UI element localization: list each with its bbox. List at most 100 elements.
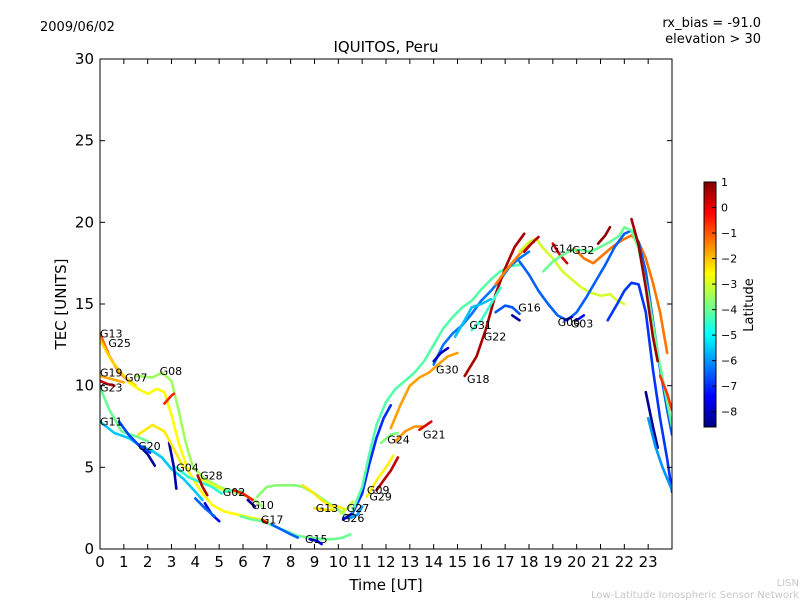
series-line-g-red1 xyxy=(196,474,209,497)
colorbar-tick-label: −4 xyxy=(721,304,737,317)
colorbar-label: Latitude xyxy=(742,278,757,332)
series-label-g07: G07 xyxy=(125,372,148,385)
x-tick-label: 13 xyxy=(400,553,419,571)
series-line-g-blue4 xyxy=(194,497,216,518)
series-label-g20: G20 xyxy=(138,440,161,453)
series-line-g32 xyxy=(573,234,669,355)
series-label-g21: G21 xyxy=(423,429,446,442)
series-line-g14 xyxy=(551,242,569,265)
series-label-g30: G30 xyxy=(436,363,459,376)
series-line-g-cyan-last xyxy=(646,417,672,492)
series-line-g11b xyxy=(100,386,149,443)
series-label-g15: G15 xyxy=(305,533,328,546)
y-tick-label: 10 xyxy=(75,377,94,395)
series-line-g-orange-last xyxy=(658,374,672,412)
colorbar-tick-label: −3 xyxy=(721,278,737,291)
series-line-g10 xyxy=(246,498,257,508)
x-tick-label: 2 xyxy=(143,553,153,571)
footer-credit: LISN Low-Latitude Ionospheric Sensor Net… xyxy=(591,578,799,601)
series-line-g-blue-mid xyxy=(341,511,354,521)
x-tick-label: 8 xyxy=(286,553,296,571)
series-label-g10: G10 xyxy=(251,499,274,512)
x-tick-label: 6 xyxy=(238,553,248,571)
x-tick-label: 14 xyxy=(424,553,443,571)
series-line-g-darkblue-last xyxy=(644,390,659,449)
series-label-g28: G28 xyxy=(200,470,223,483)
x-tick-label: 17 xyxy=(496,553,515,571)
series-line-g-red-peak2 xyxy=(522,235,540,253)
x-tick-label: 12 xyxy=(376,553,395,571)
series-line-g02b xyxy=(232,488,254,502)
y-tick-label: 20 xyxy=(75,213,94,231)
series-label-g19: G19 xyxy=(100,367,123,380)
x-tick-label: 23 xyxy=(639,553,658,571)
elevation-label: elevation > 30 xyxy=(665,32,761,47)
x-tick-label: 9 xyxy=(310,553,320,571)
series-label-g32: G32 xyxy=(572,244,595,257)
series-line-g17 xyxy=(239,515,352,541)
x-tick-label: 16 xyxy=(472,553,491,571)
series-label-g24: G24 xyxy=(387,434,410,447)
series-line-g29 xyxy=(365,454,395,498)
series-label-g13: G13 xyxy=(316,502,339,515)
x-tick-label: 21 xyxy=(591,553,610,571)
series-line-g-yel1 xyxy=(136,423,185,469)
x-tick-label: 15 xyxy=(448,553,467,571)
y-tick-label: 30 xyxy=(75,50,94,68)
series-label-g06: G06 xyxy=(558,316,581,329)
series-label-g17: G17 xyxy=(261,514,284,527)
series-line-g19 xyxy=(100,374,126,384)
series-line-g27 xyxy=(339,500,354,515)
colorbar-tick-label: −1 xyxy=(721,227,737,240)
x-tick-label: 3 xyxy=(167,553,177,571)
series-line-g24 xyxy=(379,431,400,445)
date-label: 2009/06/02 xyxy=(40,20,115,35)
series-line-g-yel-rise xyxy=(389,351,459,430)
series-line-g17b xyxy=(260,518,269,525)
series-label-g09: G09 xyxy=(367,484,390,497)
y-tick-label: 5 xyxy=(84,458,94,476)
footer-line2: Low-Latitude Ionospheric Sensor Network xyxy=(591,590,799,600)
series-label-g02: G02 xyxy=(223,486,246,499)
series-line-g22 xyxy=(470,286,502,332)
series-label-g31: G31 xyxy=(469,319,492,332)
series-line-g-blue-last xyxy=(606,281,672,494)
series-line-g03 xyxy=(575,314,586,322)
series-line-g09 xyxy=(351,404,393,515)
series-line-g31 xyxy=(453,297,493,338)
series-line-g25 xyxy=(100,338,138,387)
x-tick-label: 5 xyxy=(214,553,224,571)
series-line-g15 xyxy=(308,537,323,546)
series-line-g21 xyxy=(418,420,433,432)
series-layer xyxy=(100,217,672,546)
series-line-g-cyan1 xyxy=(270,523,300,539)
series-line-g13b xyxy=(313,506,335,512)
series-label-g14: G14 xyxy=(550,242,573,255)
colorbar-tick-label: −6 xyxy=(721,355,737,368)
series-line-g07 xyxy=(127,381,269,523)
series-line-g-blue1 xyxy=(117,420,152,454)
rx-bias-label: rx_bias = -91.0 xyxy=(662,16,761,31)
x-tick-label: 7 xyxy=(262,553,272,571)
axis-ticks: 0 1 2 3 4 5 6 7 8 9 10 11 12 13 14 15 16 17 18 19 20 21 22 2305… xyxy=(75,50,672,571)
series-line-g24b xyxy=(394,425,426,443)
colorbar-tick-label: 1 xyxy=(721,176,728,189)
x-tick-label: 18 xyxy=(519,553,538,571)
x-tick-label: 0 xyxy=(95,553,105,571)
series-label-g26: G26 xyxy=(342,512,365,525)
colorbar-tick-label: 0 xyxy=(721,202,728,215)
series-label-g08: G08 xyxy=(160,365,183,378)
x-tick-label: 4 xyxy=(191,553,201,571)
series-label-g29: G29 xyxy=(369,491,392,504)
colorbar-tick-label: −7 xyxy=(721,380,737,393)
colorbar-ticks: 1 0 −1 −2 −3 −4 −5 −6 −7 −8 xyxy=(712,176,737,419)
colorbar xyxy=(703,181,717,428)
series-line-g29b xyxy=(375,456,400,492)
chart-title: IQUITOS, Peru xyxy=(333,38,438,56)
series-label-g25: G25 xyxy=(108,337,131,350)
x-tick-label: 1 xyxy=(119,553,129,571)
series-label-g11: G11 xyxy=(100,416,123,429)
colorbar-tick-label: −5 xyxy=(721,329,737,342)
x-tick-label: 20 xyxy=(567,553,586,571)
